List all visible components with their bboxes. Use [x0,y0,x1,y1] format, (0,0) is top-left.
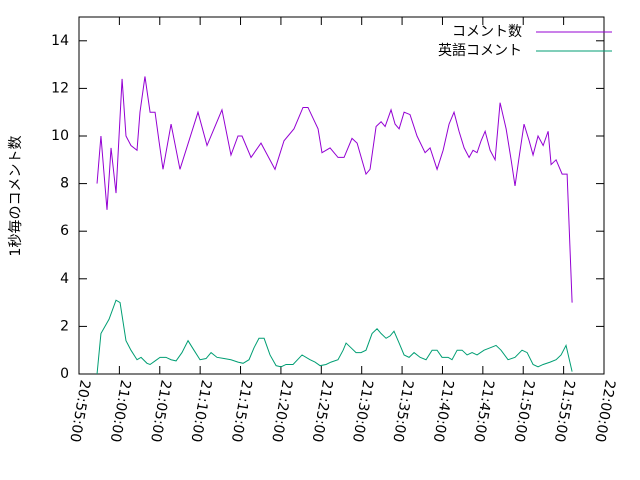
x-tick-label: 21:45:00 [470,379,497,444]
plot-border [78,16,605,375]
x-tick-label: 21:05:00 [147,379,174,444]
x-tick-label: 20:55:00 [66,379,93,444]
x-tick-label: 21:25:00 [309,379,336,444]
y-tick-label: 14 [51,33,69,49]
x-tick-label: 21:55:00 [551,379,578,444]
y-tick-label: 10 [51,128,69,144]
legend-label: コメント数 [452,24,522,40]
series-line [96,299,573,375]
x-tick-label: 21:00:00 [107,379,134,444]
x-tick-label: 21:10:00 [187,379,214,444]
x-tick-label: 22:00:00 [591,379,618,444]
x-tick-label: 21:20:00 [268,379,295,444]
y-tick-label: 2 [60,318,69,334]
x-tick-label: 21:30:00 [349,379,376,444]
y-tick-label: 8 [60,176,69,192]
x-tick-label: 21:50:00 [510,379,537,444]
x-tick-label: 21:35:00 [389,379,416,444]
x-tick-label: 21:40:00 [430,379,457,444]
y-tick-label: 4 [60,271,69,287]
y-tick-label: 12 [51,80,69,96]
y-tick-label: 0 [60,366,69,382]
y-tick-label: 6 [60,223,69,239]
x-tick-label: 21:15:00 [228,379,255,444]
series-line [96,76,573,303]
legend-label: 英語コメント [438,42,522,59]
y-axis-label: 1秒毎のコメント数 [8,136,24,257]
